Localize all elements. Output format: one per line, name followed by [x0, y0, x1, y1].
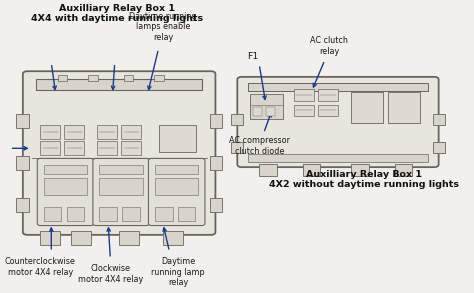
Text: Counterclockwise
motor 4X4 relay: Counterclockwise motor 4X4 relay: [5, 258, 76, 277]
Bar: [97, 141, 117, 155]
Bar: [253, 107, 262, 116]
Bar: [121, 125, 141, 139]
Text: Clockwise
motor 4X4 relay: Clockwise motor 4X4 relay: [78, 265, 143, 284]
Bar: [248, 154, 428, 161]
Bar: [248, 83, 428, 91]
Bar: [155, 165, 198, 174]
FancyBboxPatch shape: [37, 159, 94, 226]
Bar: [163, 231, 182, 245]
Bar: [40, 141, 60, 155]
Bar: [122, 207, 140, 221]
Bar: [44, 178, 87, 195]
Bar: [158, 125, 196, 152]
Bar: [318, 89, 338, 101]
Bar: [231, 114, 243, 125]
Bar: [40, 125, 60, 139]
Bar: [250, 94, 283, 119]
Text: AC clutch
relay: AC clutch relay: [310, 36, 348, 56]
Bar: [294, 89, 314, 101]
Bar: [64, 125, 84, 139]
Bar: [433, 142, 445, 153]
FancyBboxPatch shape: [23, 71, 215, 235]
Bar: [89, 75, 98, 81]
Bar: [124, 75, 133, 81]
Bar: [36, 79, 202, 90]
FancyBboxPatch shape: [93, 159, 149, 226]
Bar: [100, 178, 143, 195]
Bar: [433, 114, 445, 125]
Bar: [178, 207, 195, 221]
Bar: [155, 207, 173, 221]
Text: F1: F1: [247, 52, 258, 61]
Bar: [58, 75, 67, 81]
Text: AC compressor
clutch diode: AC compressor clutch diode: [228, 136, 290, 156]
Bar: [210, 114, 222, 128]
Bar: [100, 207, 117, 221]
Bar: [318, 105, 338, 116]
Text: Auxilliary Relay Box 1
4X4 with daytime running lights: Auxilliary Relay Box 1 4X4 with daytime …: [31, 4, 203, 23]
Bar: [210, 156, 222, 170]
Bar: [44, 165, 87, 174]
Bar: [351, 92, 383, 123]
Text: Daytime
running lamp
relay: Daytime running lamp relay: [151, 258, 205, 287]
Bar: [351, 164, 369, 176]
Bar: [119, 231, 139, 245]
Text: Auxilliary Relay Box 1
4X2 without daytime running lights: Auxilliary Relay Box 1 4X2 without dayti…: [269, 170, 459, 189]
Bar: [16, 198, 28, 212]
FancyBboxPatch shape: [237, 77, 438, 167]
Bar: [71, 231, 91, 245]
Bar: [259, 164, 277, 176]
Text: Daytime running
lamps enable
relay: Daytime running lamps enable relay: [129, 12, 197, 42]
FancyBboxPatch shape: [148, 159, 205, 226]
Bar: [388, 92, 420, 123]
Bar: [40, 231, 60, 245]
Bar: [154, 75, 164, 81]
Bar: [266, 107, 275, 116]
Bar: [16, 156, 28, 170]
Bar: [16, 114, 28, 128]
Bar: [44, 207, 61, 221]
Bar: [294, 105, 314, 116]
Bar: [97, 125, 117, 139]
Bar: [155, 178, 198, 195]
Bar: [210, 198, 222, 212]
Bar: [121, 141, 141, 155]
Bar: [395, 164, 412, 176]
Bar: [231, 142, 243, 153]
Bar: [100, 165, 143, 174]
Bar: [303, 164, 320, 176]
Bar: [64, 141, 84, 155]
Bar: [67, 207, 84, 221]
